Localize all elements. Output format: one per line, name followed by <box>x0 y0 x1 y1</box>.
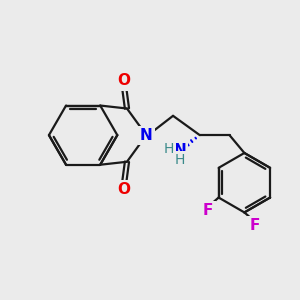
Text: F: F <box>203 203 213 218</box>
Text: O: O <box>118 74 130 88</box>
Text: F: F <box>250 218 260 233</box>
Text: H: H <box>164 142 174 156</box>
Text: H: H <box>175 153 185 167</box>
Text: F: F <box>203 203 213 218</box>
Text: O: O <box>118 182 130 197</box>
Text: N: N <box>140 128 153 142</box>
Text: N: N <box>173 142 186 158</box>
Text: N: N <box>140 128 153 142</box>
Text: O: O <box>118 182 130 197</box>
Text: O: O <box>118 74 130 88</box>
Text: H: H <box>175 153 185 167</box>
Text: H: H <box>164 142 174 156</box>
Text: N: N <box>173 142 186 158</box>
Text: F: F <box>250 218 260 233</box>
